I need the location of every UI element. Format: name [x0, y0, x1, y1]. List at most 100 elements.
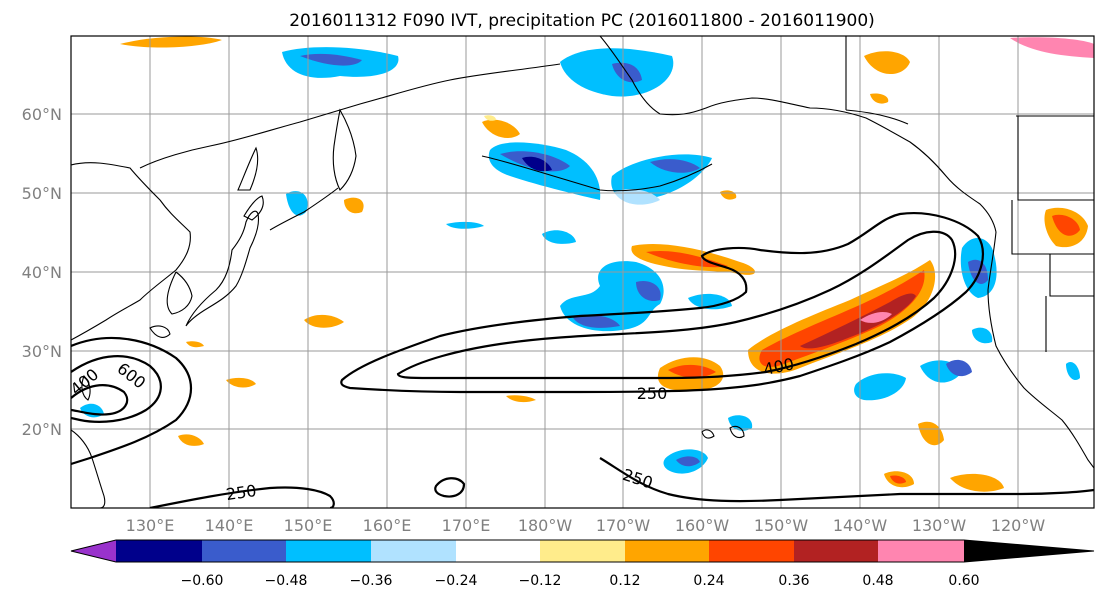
lon-label: 160°E — [363, 516, 412, 535]
colorbar-tick-label: −0.36 — [350, 573, 393, 589]
japan-coastline — [185, 210, 260, 327]
lon-label: 170°W — [596, 516, 651, 535]
precip-positive-area — [800, 293, 916, 349]
hawaii-coastline — [729, 425, 745, 439]
precip-positive-area — [668, 364, 716, 378]
colorbar-segment — [71, 540, 116, 562]
lon-label: 150°E — [284, 516, 333, 535]
colorbar: −0.60 −0.48 −0.36 −0.24 −0.12 0.12 0.24 … — [70, 539, 1095, 589]
lon-label: 180°W — [518, 516, 573, 535]
ivt-contour-250 — [599, 457, 1094, 503]
precip-negative-area — [446, 221, 484, 229]
precip-positive-area — [950, 473, 1004, 492]
colorbar-segment — [540, 540, 625, 562]
colorbar-segment — [116, 540, 202, 562]
kuril-coastline — [269, 187, 339, 231]
precip-negative-area — [1066, 361, 1080, 381]
ivt-contour-250 — [434, 477, 466, 498]
precip-positive-area — [870, 93, 889, 104]
contour-label: 250 — [637, 384, 668, 403]
aleutian-coastline — [481, 155, 713, 192]
colorbar-segment — [371, 540, 456, 562]
map-panel: 400 600 250 400 250 250 — [70, 35, 1095, 509]
lon-label: 140°W — [833, 516, 888, 535]
japan-coastline — [243, 195, 264, 221]
precip-negative-area — [972, 327, 993, 344]
colorbar-tick-label: 0.60 — [948, 573, 979, 589]
lon-label: 130°E — [126, 516, 175, 535]
ivt-contour-400 — [71, 355, 162, 423]
precip-positive-area — [1052, 214, 1080, 236]
precip-positive-area — [344, 197, 364, 214]
hawaii-coastline — [701, 429, 715, 439]
precip-positive-area — [304, 314, 344, 328]
asia-coastline — [81, 375, 91, 401]
border-line — [1011, 115, 1094, 352]
longitude-labels: 130°E 140°E 150°E 160°E 170°E 180°W 170°… — [126, 516, 1046, 535]
precip-negative-area — [286, 191, 308, 216]
colorbar-segment — [625, 540, 709, 562]
precip-positive-area — [186, 341, 204, 348]
colorbar-segment — [794, 540, 878, 562]
precip-positive-area — [484, 115, 496, 121]
colorbar-segment — [456, 540, 540, 562]
lon-label: 120°W — [991, 516, 1046, 535]
lon-label: 130°W — [912, 516, 967, 535]
lat-label: 60°N — [22, 105, 62, 124]
north-america-coastline — [987, 231, 1094, 469]
asia-coastline — [71, 429, 106, 508]
kamchatka-coastline — [332, 108, 357, 191]
lon-label: 160°W — [675, 516, 730, 535]
map-frame — [70, 35, 1095, 509]
lat-label: 30°N — [22, 342, 62, 361]
ivt-contours — [71, 212, 1094, 508]
precip-positive-area — [178, 434, 204, 446]
ivt-contour-250 — [340, 212, 984, 394]
sakhalin-coastline — [237, 146, 259, 191]
precip-positive-area — [646, 250, 728, 268]
colorbar-tick-label: 0.24 — [693, 573, 724, 589]
colorbar-ticks: −0.60 −0.48 −0.36 −0.24 −0.12 0.12 0.24 … — [181, 573, 980, 589]
colorbar-tick-label: −0.60 — [181, 573, 224, 589]
colorbar-segment — [202, 540, 286, 562]
precip-negative-area — [572, 314, 620, 328]
colorbar-tick-label: −0.48 — [265, 573, 308, 589]
lon-label: 150°W — [754, 516, 809, 535]
japan-coastline — [149, 325, 171, 338]
precip-positive-area — [759, 270, 925, 367]
lat-label: 50°N — [22, 184, 62, 203]
precip-negative-area — [300, 53, 362, 66]
ivt-contour-600 — [71, 384, 129, 416]
ivt-contour-250 — [71, 336, 192, 466]
korea-coastline — [166, 271, 193, 315]
latitude-labels: 60°N 50°N 40°N 30°N 20°N — [22, 105, 62, 439]
ivt-contour-400 — [396, 230, 957, 380]
colorbar-segment — [286, 540, 371, 562]
colorbar-tick-label: 0.12 — [609, 573, 640, 589]
precip-negative-area — [946, 359, 972, 377]
precip-positive-area — [506, 395, 536, 403]
precip-positive-area — [864, 51, 910, 75]
alaska-coastline — [599, 36, 997, 233]
precip-positive-area — [1010, 37, 1094, 58]
precip-shading — [80, 36, 1094, 492]
graticule — [71, 36, 1094, 508]
lon-label: 140°E — [205, 516, 254, 535]
colorbar-segment — [709, 540, 794, 562]
asia-coastline — [139, 63, 561, 169]
precip-positive-area — [860, 312, 892, 323]
precip-negative-area — [854, 373, 906, 401]
precip-negative-area — [650, 159, 700, 173]
precip-negative-area — [676, 456, 700, 467]
colorbar-tick-label: −0.24 — [435, 573, 478, 589]
contour-label: 250 — [225, 481, 258, 504]
lat-label: 40°N — [22, 263, 62, 282]
precip-positive-area — [890, 475, 906, 484]
coastlines — [71, 36, 1094, 508]
ivt-contour-250 — [149, 486, 335, 508]
lon-label: 170°E — [442, 516, 491, 535]
precip-negative-area — [688, 293, 732, 310]
map-title: 2016011312 F090 IVT, precipitation PC (2… — [289, 11, 875, 31]
colorbar-tick-label: −0.12 — [519, 573, 562, 589]
